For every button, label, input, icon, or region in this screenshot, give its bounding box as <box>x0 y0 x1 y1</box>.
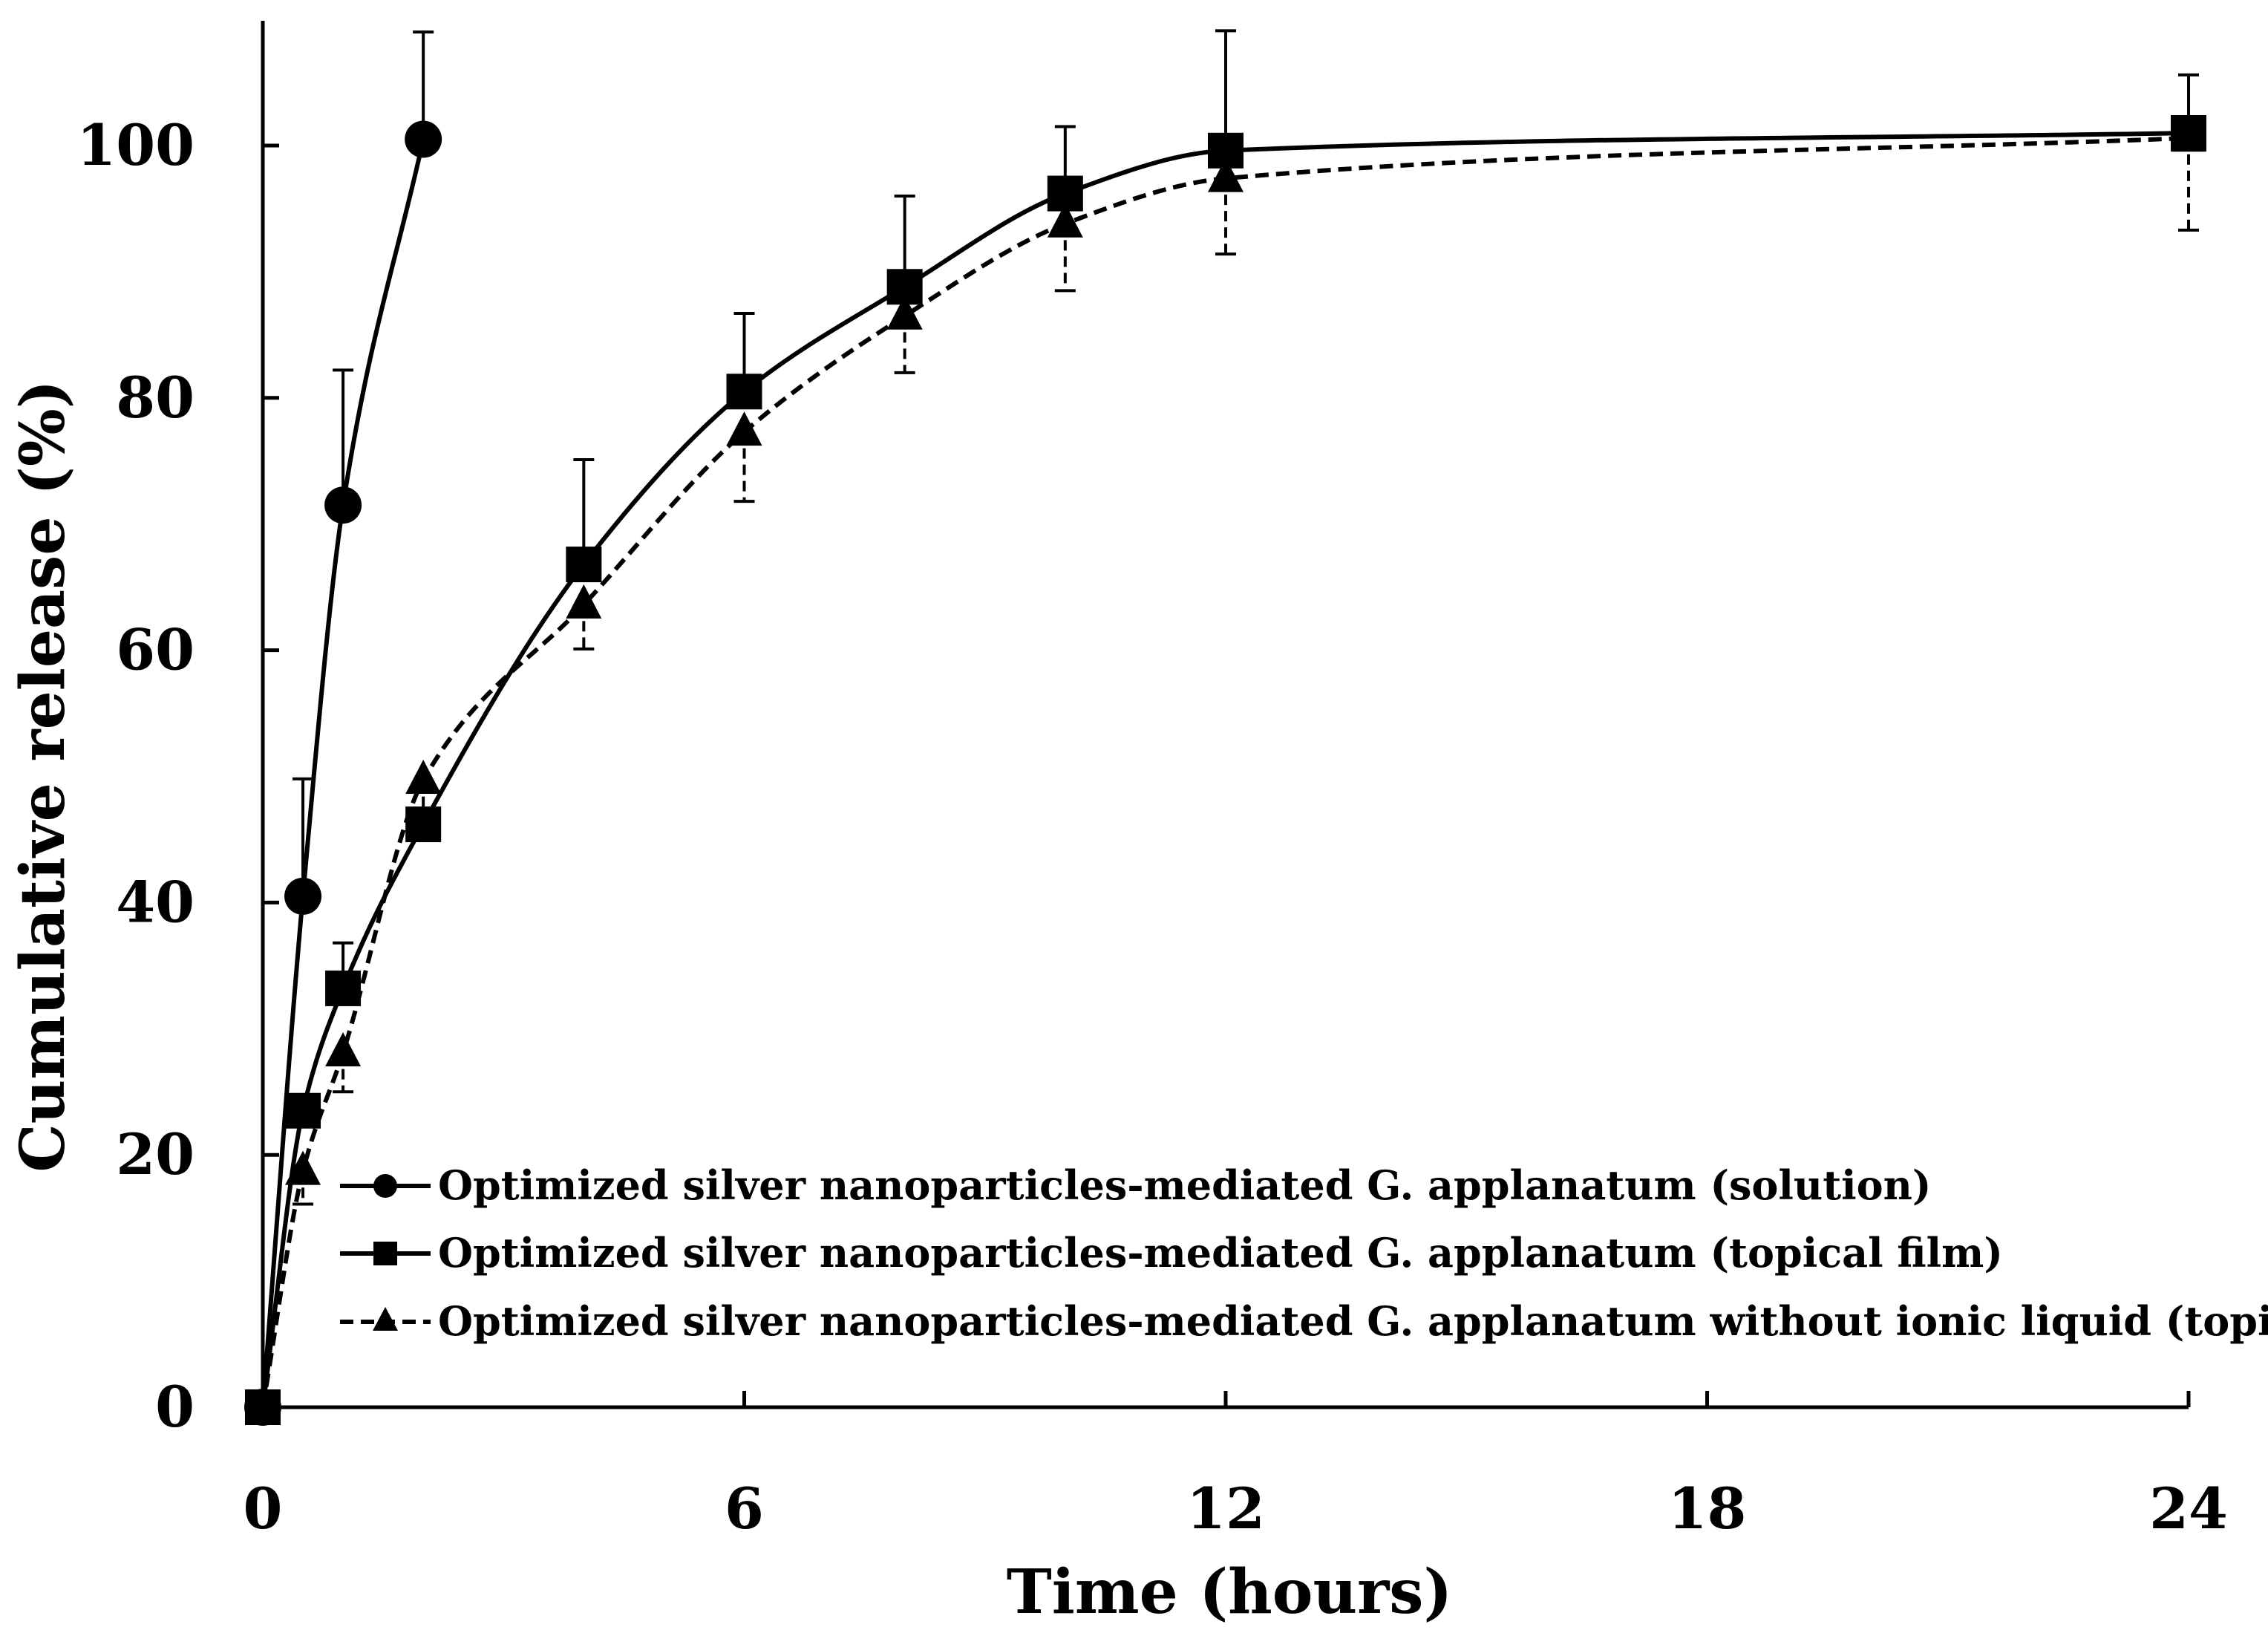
y-tick-label: 20 <box>116 1121 195 1187</box>
y-axis-title: Cumulative release (%) <box>7 379 79 1172</box>
y-tick-label: 60 <box>116 617 195 683</box>
data-point-circle <box>244 1389 281 1426</box>
data-point-triangle <box>1208 157 1244 192</box>
data-point-square <box>285 1092 321 1129</box>
x-axis-title: Time (hours) <box>1007 1556 1453 1626</box>
series-line <box>261 138 426 1408</box>
data-point-circle <box>405 120 442 158</box>
data-point-triangle <box>285 1150 321 1185</box>
y-tick-label: 80 <box>116 365 195 431</box>
series-line <box>261 131 2189 1408</box>
legend-marker <box>373 1242 397 1265</box>
data-point-triangle <box>726 411 762 446</box>
data-point-square <box>405 806 442 843</box>
x-tick-label: 12 <box>1186 1476 1265 1542</box>
data-point-square <box>886 269 923 305</box>
legend-marker <box>373 1307 398 1331</box>
data-point-square <box>1208 132 1244 169</box>
legend-entry-circle: Optimized silver nanoparticles-mediated … <box>340 1161 1931 1209</box>
data-point-square <box>726 374 762 410</box>
data-point-circle <box>324 486 362 524</box>
series-group <box>244 29 2206 1426</box>
data-point-triangle <box>1047 203 1083 238</box>
y-tick-label: 0 <box>155 1374 195 1440</box>
axes-group: 0 6 12 18 24 0 20 40 60 80 100 <box>76 21 2228 1542</box>
data-point-square <box>2171 115 2206 151</box>
data-point-triangle <box>405 759 442 794</box>
x-tick-label: 18 <box>1668 1476 1747 1542</box>
y-tick-label: 100 <box>76 112 195 178</box>
series-circle <box>244 30 442 1426</box>
x-tick-label: 6 <box>725 1476 764 1542</box>
legend-label: Optimized silver nanoparticles-mediated … <box>438 1297 2268 1345</box>
legend-entry-triangle: Optimized silver nanoparticles-mediated … <box>340 1297 2268 1345</box>
legend-entry-square: Optimized silver nanoparticles-mediated … <box>340 1229 2003 1277</box>
legend-label: Optimized silver nanoparticles-mediated … <box>438 1229 2003 1277</box>
data-point-triangle <box>566 584 602 619</box>
x-tick-label: 24 <box>2149 1476 2228 1542</box>
legend-marker <box>373 1174 397 1198</box>
y-tick-label: 40 <box>116 869 195 935</box>
data-point-square <box>1047 175 1083 212</box>
data-point-triangle <box>325 1031 362 1066</box>
data-point-square <box>325 970 362 1006</box>
x-tick-label: 0 <box>244 1476 283 1542</box>
data-point-circle <box>284 877 322 915</box>
legend: Optimized silver nanoparticles-mediated … <box>340 1161 2268 1345</box>
data-point-triangle <box>886 295 923 330</box>
legend-label: Optimized silver nanoparticles-mediated … <box>438 1161 1931 1209</box>
data-point-square <box>566 547 602 583</box>
